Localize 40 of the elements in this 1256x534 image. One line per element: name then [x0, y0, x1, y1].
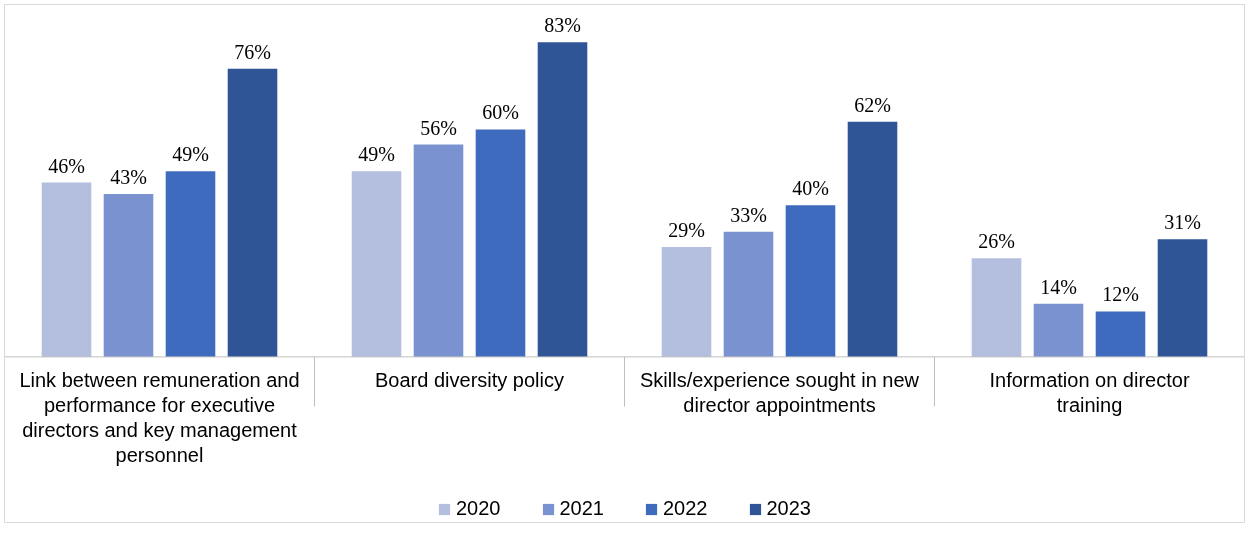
data-label: 31%	[1164, 211, 1201, 234]
legend-label: 2020	[456, 497, 501, 520]
bar	[723, 231, 774, 357]
x-tick-label: Skills/experience sought in new director appointments	[639, 368, 920, 416]
bar	[785, 205, 836, 357]
bar	[1095, 311, 1146, 357]
bar	[103, 193, 154, 357]
data-label: 12%	[1102, 283, 1139, 306]
data-label: 76%	[234, 40, 271, 63]
x-tick-label: Board diversity policy	[375, 368, 564, 391]
data-label: 29%	[668, 218, 705, 241]
bar	[475, 129, 526, 357]
data-label: 60%	[482, 101, 519, 124]
bar	[537, 42, 588, 357]
data-label: 46%	[48, 154, 85, 177]
bar	[1157, 239, 1208, 357]
bar	[847, 121, 898, 357]
data-label: 62%	[854, 93, 891, 116]
bar	[971, 258, 1022, 357]
data-label: 49%	[358, 143, 395, 166]
bar	[1033, 303, 1084, 357]
x-tick-label: Information on director training	[989, 368, 1190, 416]
data-label: 26%	[978, 230, 1015, 253]
data-label: 56%	[420, 116, 457, 139]
x-tick-label: Link between remuneration and performance for executive directors and key management personnel	[19, 368, 300, 466]
bar	[661, 246, 712, 357]
bar	[351, 171, 402, 357]
bar	[413, 144, 464, 357]
data-label: 40%	[792, 177, 829, 200]
legend-label: 2021	[559, 497, 604, 520]
bar	[165, 171, 216, 357]
data-label: 33%	[730, 203, 767, 226]
data-label: 14%	[1040, 275, 1077, 298]
data-label: 83%	[544, 14, 581, 37]
bar	[227, 68, 278, 357]
bar	[41, 182, 92, 357]
data-label: 43%	[110, 165, 147, 188]
data-label: 49%	[172, 143, 209, 166]
legend-label: 2022	[663, 497, 708, 520]
legend-label: 2023	[766, 497, 811, 520]
